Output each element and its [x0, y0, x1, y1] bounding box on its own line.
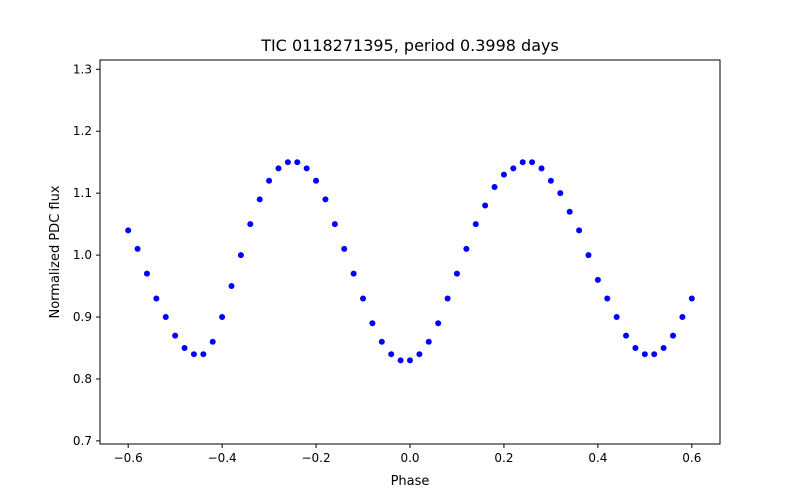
y-axis-ticks: 0.7 0.8 0.9 1.0 1.1 1.2 1.3 [73, 62, 100, 448]
y-axis-label: Normalized PDC flux [48, 185, 63, 318]
data-point [482, 202, 489, 209]
data-point [660, 345, 667, 351]
data-point [585, 252, 592, 259]
data-point [388, 351, 395, 358]
data-point [576, 227, 583, 234]
x-tick-label: −0.4 [208, 451, 237, 465]
data-point [670, 332, 677, 339]
data-point [360, 295, 367, 302]
data-point [294, 159, 301, 166]
data-point [303, 165, 310, 172]
y-tick-label: 1.3 [73, 62, 92, 76]
y-tick-label: 0.7 [73, 434, 92, 448]
data-point [538, 165, 545, 172]
data-point [688, 295, 695, 302]
data-point [284, 159, 291, 166]
data-point [341, 245, 348, 252]
data-point [407, 357, 413, 364]
data-point [397, 357, 404, 364]
y-tick-label: 1.2 [73, 124, 92, 138]
data-point [416, 351, 423, 358]
chart-title: TIC 0118271395, period 0.3998 days [260, 36, 559, 55]
data-point [679, 314, 686, 321]
data-point [266, 177, 273, 184]
data-point [378, 338, 385, 345]
data-point [247, 221, 254, 228]
data-point [594, 276, 601, 283]
data-point [153, 295, 160, 302]
data-point [557, 190, 564, 197]
data-point [228, 283, 235, 290]
data-point [275, 165, 282, 172]
data-point [463, 245, 470, 252]
y-tick-label: 0.9 [73, 310, 92, 324]
data-point [134, 245, 141, 252]
data-point [172, 332, 179, 339]
data-point [256, 196, 263, 203]
data-point [651, 351, 658, 358]
data-point [444, 295, 451, 302]
x-axis-ticks: −0.6 −0.4 −0.2 0.0 0.2 0.4 0.6 [114, 444, 701, 465]
x-tick-label: 0.6 [682, 451, 701, 465]
data-point [453, 270, 460, 277]
data-point [190, 351, 197, 358]
data-point [632, 345, 639, 351]
data-point [125, 227, 132, 234]
data-point [500, 171, 507, 178]
data-point [529, 159, 536, 166]
y-tick-label: 0.8 [73, 372, 92, 386]
data-point [350, 270, 357, 277]
data-point [162, 314, 169, 321]
data-point [143, 270, 150, 277]
data-points [125, 159, 695, 364]
data-point [209, 338, 216, 345]
data-point [491, 183, 498, 190]
data-point [604, 295, 611, 302]
x-tick-label: 0.4 [588, 451, 607, 465]
data-point [519, 159, 526, 166]
data-point [547, 177, 554, 184]
data-point [200, 351, 207, 358]
data-point [322, 196, 329, 203]
data-point [613, 314, 620, 321]
y-tick-label: 1.1 [73, 186, 92, 200]
x-tick-label: −0.2 [301, 451, 330, 465]
data-point [369, 320, 376, 327]
x-axis-label: Phase [391, 474, 430, 489]
data-point [425, 338, 432, 345]
data-point [623, 332, 630, 339]
data-point [510, 165, 517, 172]
data-point [472, 221, 479, 228]
x-tick-label: 0.0 [400, 451, 419, 465]
data-point [435, 320, 442, 327]
x-tick-label: −0.6 [114, 451, 143, 465]
data-point [331, 221, 338, 228]
plot-area-frame [99, 59, 721, 445]
data-point [219, 314, 226, 321]
data-point [313, 177, 320, 184]
data-point [566, 208, 573, 215]
y-tick-label: 1.0 [73, 248, 92, 262]
data-point [181, 345, 188, 351]
data-point [237, 252, 244, 259]
data-point [641, 351, 648, 358]
x-tick-label: 0.2 [494, 451, 513, 465]
